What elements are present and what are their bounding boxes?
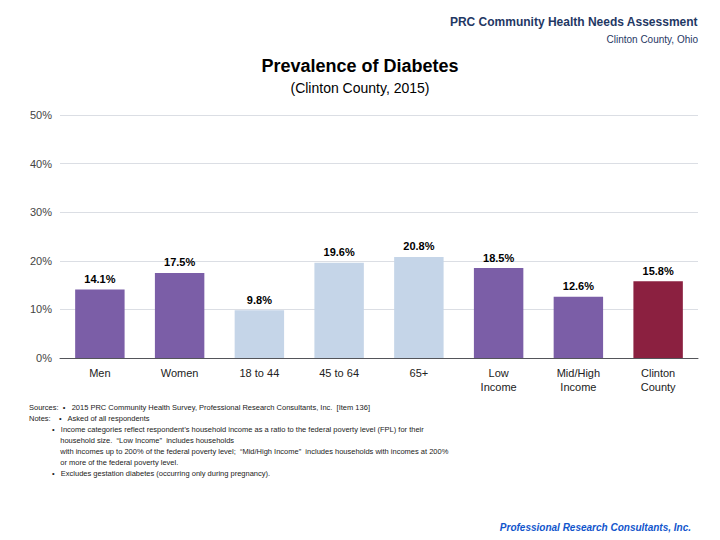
svg-text:15.8%: 15.8% [643,265,674,277]
svg-text:65+: 65+ [410,367,429,379]
svg-text:20%: 20% [30,255,52,267]
svg-text:Mid/High: Mid/High [557,367,600,379]
svg-text:45 to 64: 45 to 64 [319,367,359,379]
svg-text:17.5%: 17.5% [164,256,195,268]
svg-text:14.1%: 14.1% [84,273,115,285]
svg-text:18 to 44: 18 to 44 [239,367,279,379]
svg-text:18.5%: 18.5% [483,252,514,264]
svg-text:Income: Income [560,381,596,393]
svg-text:or more of the federal poverty: or more of the federal poverty level. [29,458,178,467]
svg-text:• Income categories reflect: • Income categories reflect respondent’s… [29,425,424,434]
svg-text:Women: Women [161,367,199,379]
svg-text:9.8%: 9.8% [247,294,272,306]
svg-text:30%: 30% [30,206,52,218]
svg-text:20.8%: 20.8% [403,240,434,252]
svg-text:Income: Income [481,381,517,393]
svg-text:12.6%: 12.6% [563,280,594,292]
svg-text:10%: 10% [30,303,52,315]
svg-text:with incomes up to 200% of the: with incomes up to 200% of the federal p… [29,447,449,456]
svg-text:household size. “Low Income”: household size. “Low Income” includes ho… [29,436,234,445]
svg-text:Clinton: Clinton [641,367,675,379]
svg-text:Men: Men [89,367,110,379]
svg-text:• Excludes gestation diabete: • Excludes gestation diabetes (occurring… [29,469,270,478]
svg-text:50%: 50% [30,109,52,121]
svg-text:Clinton County, Ohio: Clinton County, Ohio [606,34,698,45]
svg-text:Prevalence of Diabetes: Prevalence of Diabetes [261,56,458,76]
svg-text:40%: 40% [30,158,52,170]
svg-text:County: County [641,381,676,393]
svg-text:Sources: • 2015 PRC Communi: Sources: • 2015 PRC Community Health Sur… [29,403,370,412]
svg-text:Professional Research Consulta: Professional Research Consultants, Inc. [500,522,691,533]
svg-text:PRC Community Health Needs Ass: PRC Community Health Needs Assessment [450,15,698,29]
svg-text:Low: Low [489,367,509,379]
svg-text:0%: 0% [36,352,52,364]
svg-text:(Clinton County, 2015): (Clinton County, 2015) [290,80,429,96]
svg-text:19.6%: 19.6% [324,246,355,258]
svg-text:Notes: • Asked of all res: Notes: • Asked of all respondents [29,414,150,423]
